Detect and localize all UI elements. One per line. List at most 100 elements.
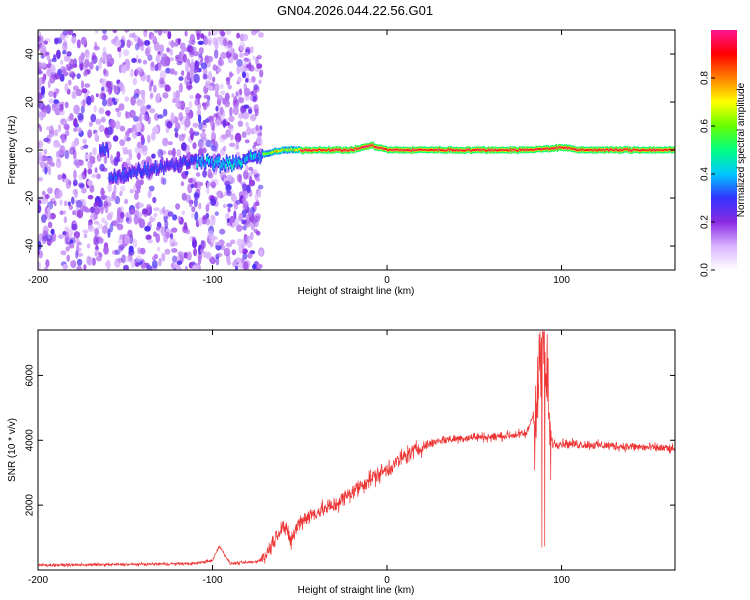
signal-core [514, 148, 517, 151]
signal-core [341, 149, 343, 152]
noise-cell [134, 192, 139, 201]
noise-cell [181, 142, 187, 152]
noise-cell [118, 103, 125, 111]
signal-core [556, 147, 559, 150]
signal-core [346, 149, 348, 152]
noise-cell [47, 221, 53, 229]
signal-mid [174, 163, 177, 170]
signal-core [280, 149, 282, 152]
noise-cell [83, 168, 87, 176]
signal-core [566, 146, 568, 149]
signal-core [494, 148, 497, 151]
signal-core [601, 149, 604, 151]
signal-mid [163, 167, 165, 173]
signal-core [538, 148, 541, 150]
signal-core [366, 145, 368, 148]
signal-core [327, 149, 329, 151]
signal-core [457, 149, 459, 152]
noise-cell [248, 179, 256, 187]
noise-cell [160, 226, 167, 237]
signal-core [426, 149, 429, 152]
noise-cell [126, 39, 131, 49]
signal-core [312, 149, 315, 151]
signal-mid [240, 162, 242, 168]
signal-mid [171, 159, 173, 166]
noise-cell [71, 35, 77, 44]
signal-core [600, 149, 603, 152]
noise-cell [153, 207, 160, 212]
signal-core [301, 149, 303, 152]
colorbar-tick-label: 0.2 [700, 215, 711, 229]
noise-cell [236, 65, 241, 75]
noise-cell [107, 142, 112, 149]
noise-cell [226, 260, 232, 266]
noise-cell [247, 210, 253, 218]
noise-cell [116, 223, 124, 231]
noise-cell [143, 30, 148, 33]
noise-cell [188, 39, 193, 45]
noise-cell [41, 76, 46, 84]
noise-cell [74, 137, 80, 146]
signal-core [428, 148, 431, 151]
noise-cell [83, 233, 88, 239]
signal-core [377, 147, 380, 149]
noise-cell [145, 156, 152, 163]
signal-core [569, 147, 571, 149]
signal-core [476, 149, 478, 151]
noise-cell [89, 206, 96, 214]
x-tick-label: 0 [384, 275, 390, 286]
signal-mid [122, 170, 124, 177]
noise-cell [64, 149, 70, 160]
signal-mid [217, 160, 219, 166]
signal-mid [175, 159, 178, 165]
noise-cell [80, 205, 87, 213]
noise-cell [186, 151, 192, 160]
noise-cell [247, 252, 253, 259]
signal-core [396, 149, 399, 151]
noise-cell [87, 256, 93, 266]
signal-core [278, 150, 280, 152]
noise-cell [100, 204, 104, 215]
noise-cell [205, 139, 212, 148]
noise-cell [78, 55, 84, 64]
noise-cell [114, 249, 121, 255]
noise-cell [76, 265, 82, 270]
noise-cell [246, 126, 252, 136]
signal-core [262, 152, 264, 155]
noise-cell [114, 97, 119, 103]
noise-cell [159, 52, 165, 58]
noise-cell [100, 187, 105, 197]
noise-cell [178, 76, 184, 81]
noise-cell [236, 224, 243, 232]
signal-core [406, 149, 409, 151]
signal-core [530, 148, 533, 151]
signal-core [387, 149, 389, 152]
noise-cell [122, 148, 129, 155]
noise-cell [103, 155, 108, 165]
noise-cell [258, 79, 262, 85]
noise-cell [117, 46, 122, 52]
noise-cell [160, 58, 165, 65]
noise-cell [138, 216, 142, 224]
snr-panel: -200 -100 0 100 2000 4000 6000 Height of strai… [7, 329, 676, 596]
signal-core [416, 149, 418, 152]
noise-cell [196, 32, 201, 41]
noise-cell [185, 114, 191, 121]
signal-core [401, 149, 404, 152]
signal-core [466, 149, 469, 152]
signal-mid [194, 155, 196, 162]
noise-cell [200, 137, 208, 142]
signal-core [292, 148, 295, 151]
signal-core [383, 147, 386, 150]
noise-cell [192, 51, 200, 57]
noise-cell [50, 228, 55, 235]
noise-cell [219, 228, 226, 235]
signal-mid [228, 158, 231, 164]
signal-core [347, 150, 349, 152]
noise-cell [206, 100, 210, 107]
signal-core [331, 149, 334, 152]
noise-cell [222, 119, 227, 128]
noise-cell [249, 91, 255, 96]
signal-core [666, 149, 669, 151]
noise-cell [217, 193, 221, 199]
